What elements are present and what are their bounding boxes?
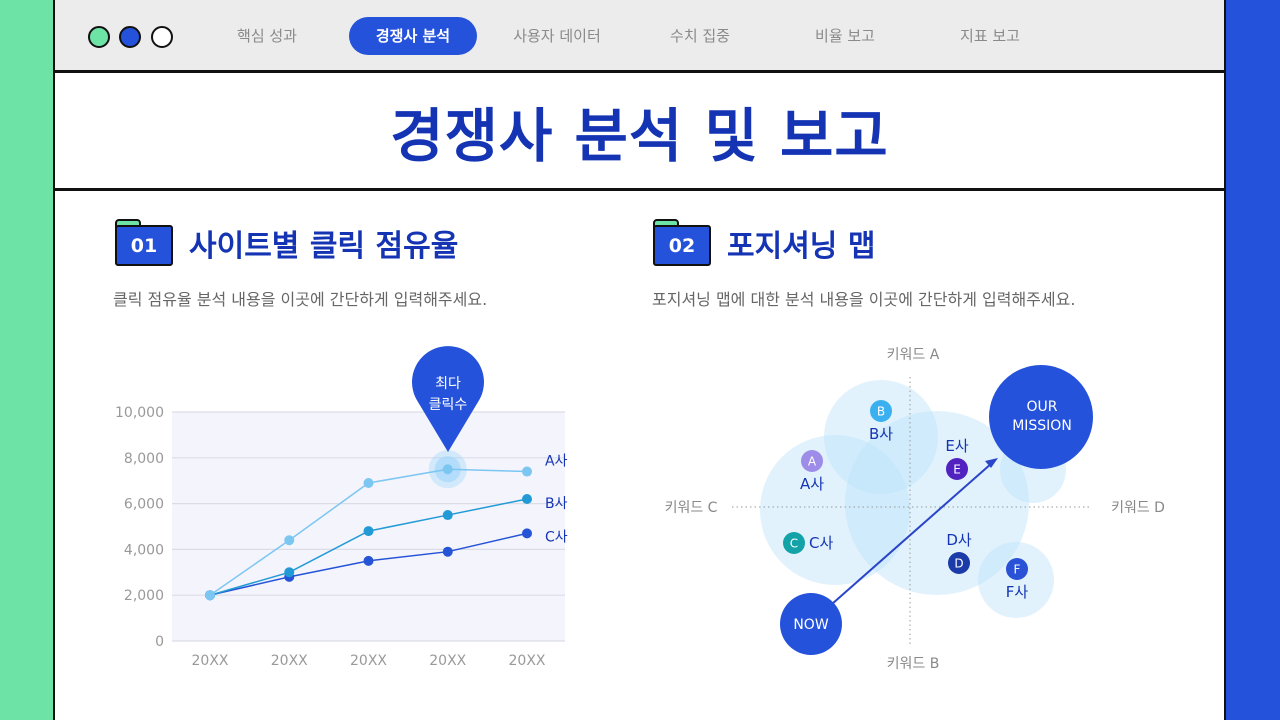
slide-frame: 핵심 성과 경쟁사 분석 사용자 데이터 수치 집중 비율 보고 지표 보고 경… [53,0,1226,720]
now-label: NOW [793,617,828,633]
company-label: F사 [1006,583,1029,601]
x-tick-label: 20XX [429,653,466,669]
axis-label-bottom: 키워드 B [887,656,940,672]
left-accent-bar [0,0,53,720]
now-circle [780,593,842,655]
y-tick-label: 0 [155,634,164,650]
company-label: E사 [945,437,968,455]
y-tick-label: 8,000 [124,451,164,467]
data-point [522,466,532,477]
company-label: C사 [809,534,833,552]
x-tick-label: 20XX [271,653,308,669]
tab-ratio-report[interactable]: 비율 보고 [815,27,875,45]
axis-label-left: 키워드 C [665,500,718,516]
data-point [442,546,453,557]
section-description: 클릭 점유율 분석 내용을 이곳에 간단하게 입력해주세요. [113,290,488,309]
section-title: 사이트별 클릭 점유율 [189,228,459,264]
window-dot-green[interactable] [88,26,110,48]
mission-label: MISSION [1012,418,1072,434]
section2-header: 02 포지셔닝 맵 [653,219,875,266]
data-point [284,567,295,578]
company-badge: A [808,455,817,469]
data-point [205,590,215,601]
company-badge: E [953,463,961,477]
tab-numbers[interactable]: 수치 집중 [670,27,730,45]
company-marker-c [783,532,805,554]
company-marker-b [870,400,892,422]
x-tick-label: 20XX [192,653,229,669]
callout-line2: 클릭수 [429,397,468,413]
section-description: 포지셔닝 맵에 대한 분석 내용을 이곳에 간단하게 입력해주세요. [652,290,1076,309]
data-point [522,528,532,539]
y-tick-label: 6,000 [124,497,164,513]
folder-icon: 01 [115,219,173,266]
y-tick-label: 4,000 [124,542,164,558]
section-number: 01 [115,225,173,266]
data-point [363,555,374,566]
x-tick-label: 20XX [350,653,387,669]
y-tick-label: 2,000 [124,588,164,604]
section-number: 02 [653,225,711,266]
tab-metric-report[interactable]: 지표 보고 [960,27,1020,45]
tab-core-performance[interactable]: 핵심 성과 [237,27,297,45]
direction-arrow [831,462,993,605]
data-point [442,464,453,475]
data-point [442,510,453,521]
company-marker-e [946,458,968,480]
y-tick-label: 10,000 [115,405,164,421]
company-label: A사 [800,475,824,493]
mission-label: OUR [1027,399,1058,415]
company-label: D사 [946,531,972,549]
axis-label-top: 키워드 A [887,347,940,363]
arrow-head-icon [985,458,998,468]
callout-line1: 최다 [435,376,461,392]
title-bar: 경쟁사 분석 및 보고 [55,73,1224,191]
right-accent-bar [1226,0,1280,720]
folder-icon: 02 [653,219,711,266]
tab-competitor-analysis[interactable]: 경쟁사 분석 [349,17,477,55]
data-point [363,477,374,488]
company-badge: B [877,405,885,419]
company-badge: F [1014,563,1021,577]
company-marker-d [948,552,970,574]
data-point [363,526,374,537]
data-point [284,535,295,546]
company-badge: D [954,557,963,571]
page-title: 경쟁사 분석 및 보고 [390,101,889,170]
axis-label-right: 키워드 D [1111,500,1165,516]
company-badge: C [790,537,798,551]
window-dot-blue[interactable] [119,26,141,48]
bubble-de [845,411,1029,595]
bubble-f [978,542,1054,618]
window-dot-white[interactable] [151,26,173,48]
company-marker-a [801,450,823,472]
company-label: B사 [869,425,893,443]
company-marker-f [1006,558,1028,580]
data-point [522,494,532,505]
section1-header: 01 사이트별 클릭 점유율 [115,219,458,266]
top-nav: 핵심 성과 경쟁사 분석 사용자 데이터 수치 집중 비율 보고 지표 보고 [55,0,1224,73]
series-label: A사 [545,454,568,470]
tab-user-data[interactable]: 사용자 데이터 [513,27,601,45]
series-label: C사 [545,529,568,545]
x-tick-label: 20XX [509,653,546,669]
max-click-callout: 최다 클릭수 [412,346,484,452]
mission-circle [989,365,1093,469]
section-title: 포지셔닝 맵 [727,228,876,264]
series-label: B사 [545,496,568,512]
